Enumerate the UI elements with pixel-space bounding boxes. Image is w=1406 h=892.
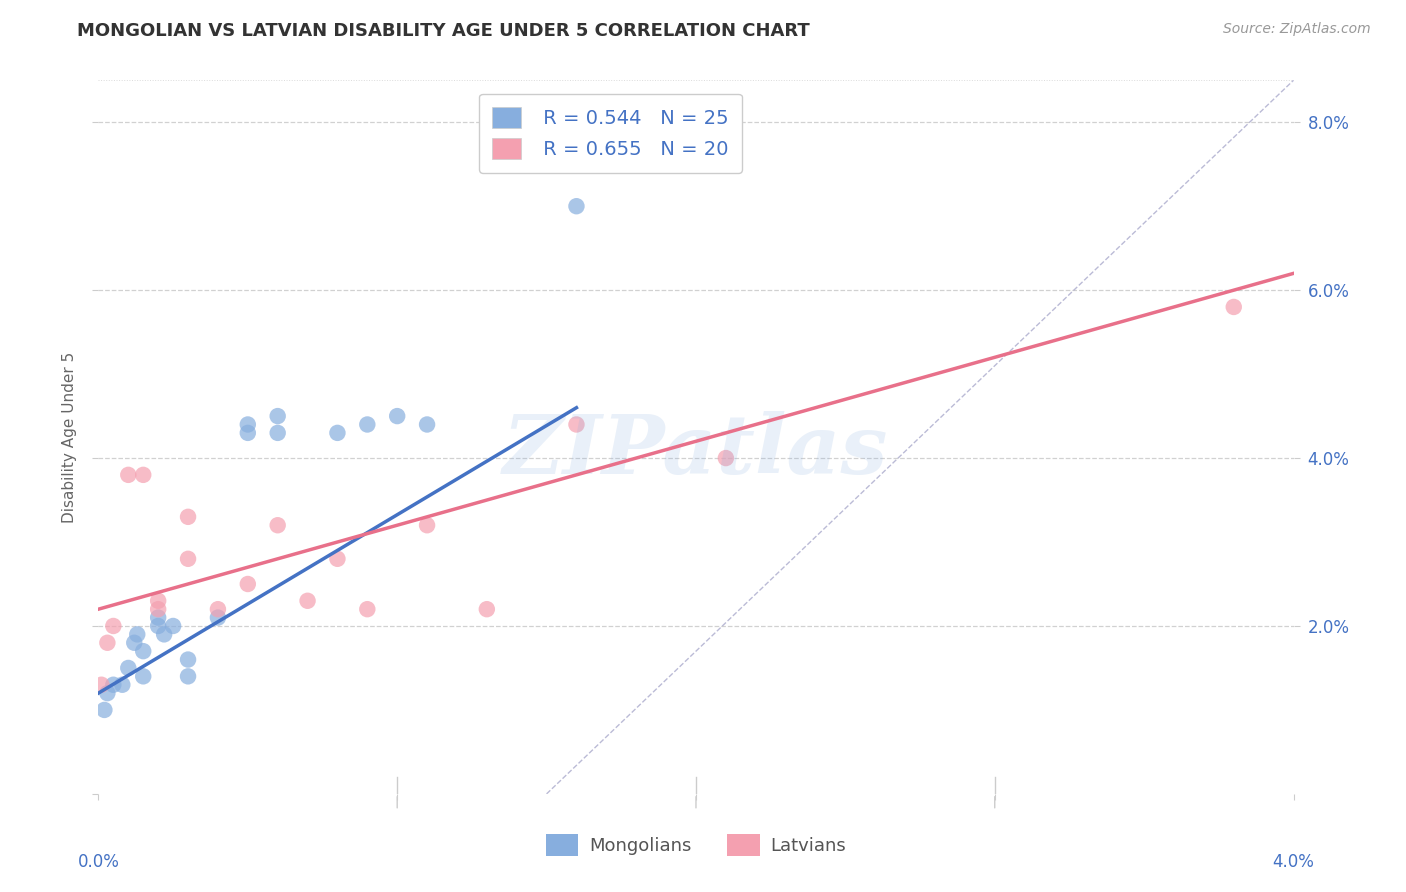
Text: ZIPatlas: ZIPatlas [503, 411, 889, 491]
Point [177, 509, 200, 524]
Point [236, 417, 259, 432]
Point [96, 636, 118, 650]
Point [96, 686, 118, 700]
Point [326, 425, 349, 440]
Point [153, 627, 176, 641]
Point [111, 678, 134, 692]
Point [236, 425, 259, 440]
Point [148, 602, 170, 616]
Point [132, 467, 155, 482]
Point [117, 467, 139, 482]
Point [475, 602, 498, 616]
Point [416, 518, 439, 533]
Point [565, 417, 588, 432]
Text: 0.0%: 0.0% [77, 853, 120, 871]
Point [124, 636, 146, 650]
Point [177, 669, 200, 683]
Point [385, 409, 409, 423]
Y-axis label: Disability Age Under 5: Disability Age Under 5 [62, 351, 77, 523]
Legend: Mongolians, Latvians: Mongolians, Latvians [538, 827, 853, 863]
Point [207, 602, 229, 616]
Point [356, 602, 378, 616]
Point [416, 417, 439, 432]
Point [236, 577, 259, 591]
Point [267, 518, 290, 533]
Point [148, 594, 170, 608]
Point [267, 425, 290, 440]
Point [356, 417, 378, 432]
Text: 4.0%: 4.0% [1272, 853, 1315, 871]
Point [177, 551, 200, 566]
Point [297, 594, 319, 608]
Point [117, 661, 139, 675]
Point [714, 451, 737, 466]
Point [132, 669, 155, 683]
Point [90, 678, 112, 692]
Text: Source: ZipAtlas.com: Source: ZipAtlas.com [1223, 22, 1371, 37]
Point [93, 703, 115, 717]
Point [565, 199, 588, 213]
Point [132, 644, 155, 658]
Point [1223, 300, 1246, 314]
Point [127, 627, 149, 641]
Point [103, 678, 125, 692]
Point [267, 409, 290, 423]
Point [103, 619, 125, 633]
Point [162, 619, 184, 633]
Point [326, 551, 349, 566]
Point [148, 610, 170, 624]
Text: MONGOLIAN VS LATVIAN DISABILITY AGE UNDER 5 CORRELATION CHART: MONGOLIAN VS LATVIAN DISABILITY AGE UNDE… [77, 22, 810, 40]
Point [177, 652, 200, 666]
Point [148, 619, 170, 633]
Point [207, 610, 229, 624]
